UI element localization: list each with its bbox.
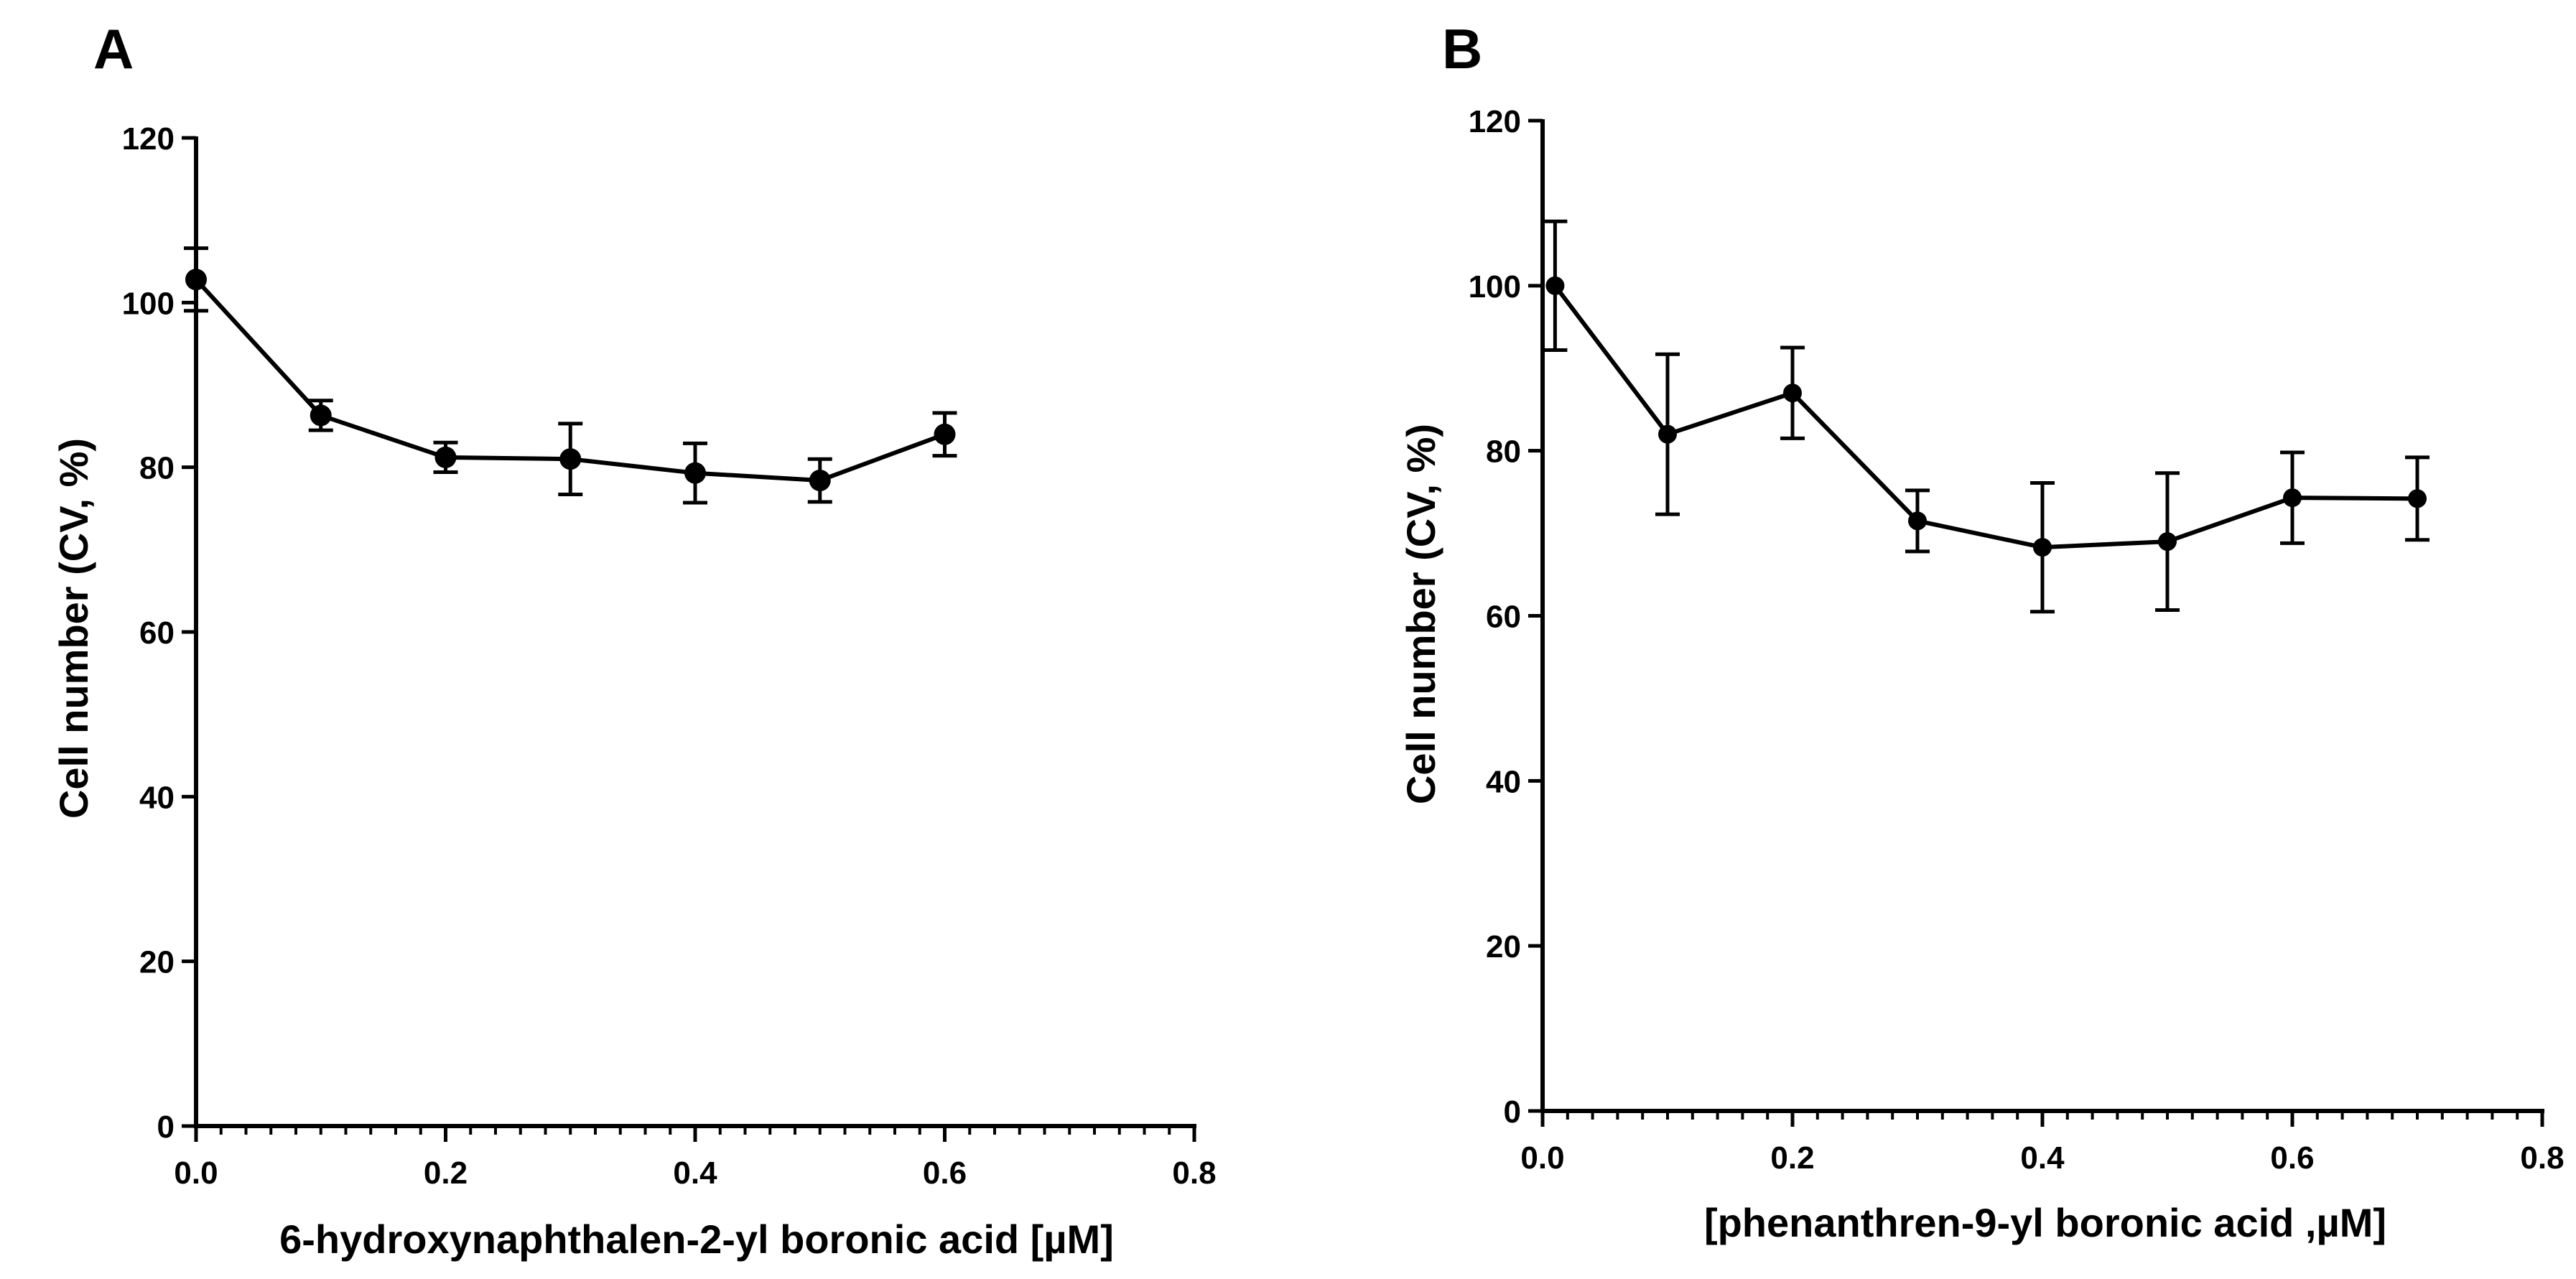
panel-b-x-tick-label: 0.6	[2270, 1140, 2314, 1176]
panel-a-data-point	[809, 470, 831, 492]
panel-b-data-point	[2408, 489, 2427, 508]
panel-a-data-point	[559, 448, 582, 470]
panel-b-data-point	[1658, 424, 1677, 444]
panel-b-x-axis-title: [phenanthren-9-yl boronic acid ,µM]	[1704, 1200, 2386, 1245]
panel-b-data-point	[1545, 276, 1565, 295]
panel-a-data-point	[310, 404, 332, 427]
panel-b-y-tick-label: 0	[1504, 1094, 1521, 1130]
panel-b-y-tick-label: 60	[1486, 600, 1521, 635]
panel-a-x-axis-title: 6-hydroxynaphthalen-2-yl boronic acid [µ…	[279, 1217, 1114, 1262]
panel-b-series-line	[1553, 284, 2418, 550]
panel-a-y-tick-label: 40	[139, 780, 175, 815]
panel-b-x-tick-label: 0.8	[2520, 1140, 2564, 1176]
panel-a-y-tick-label: 20	[139, 945, 175, 980]
panel-a-y-tick-label: 120	[122, 121, 175, 157]
panel-b-data-point	[1783, 383, 1802, 403]
panel-b-label: B	[1442, 17, 1482, 80]
panel-a-x-tick-label: 0.6	[923, 1155, 967, 1191]
panel-a-y-tick-label: 0	[157, 1110, 175, 1145]
panel-a-x-tick-label: 0.4	[673, 1155, 717, 1191]
panel-a-y-tick-label: 100	[122, 286, 175, 321]
panel-b-data-point	[1908, 511, 1927, 531]
panel-b-data-point	[2033, 538, 2052, 557]
panel-b-y-axis-title: Cell number (CV, %)	[1398, 424, 1443, 804]
panel-b-data-point	[2158, 532, 2177, 552]
panel-a-x-tick-label: 0.2	[424, 1155, 468, 1191]
panel-a-y-tick-label: 80	[139, 451, 175, 486]
panel-b-chart: B [phenanthren-9-yl boronic acid ,µM] Ce…	[1398, 17, 2565, 1245]
panel-b-y-tick-label: 100	[1469, 269, 1521, 304]
panel-a-data-point	[934, 423, 956, 445]
panel-a-data-point	[185, 269, 207, 291]
panel-b-x-tick-label: 0.4	[2020, 1140, 2065, 1176]
panel-a-chart: A 6-hydroxynaphthalen-2-yl boronic acid …	[51, 17, 1217, 1262]
panel-a-data-point	[434, 446, 457, 468]
panel-b-data-point	[2283, 488, 2302, 508]
panel-a-x-tick-label: 0.0	[174, 1155, 218, 1191]
panel-a-x-tick-label: 0.8	[1172, 1155, 1216, 1191]
panel-b-y-tick-label: 80	[1486, 434, 1521, 470]
panel-a-label: A	[93, 17, 134, 80]
panel-b-x-tick-label: 0.2	[1770, 1140, 1814, 1176]
panel-b-y-tick-label: 20	[1486, 929, 1521, 964]
panel-a-data-point	[684, 462, 706, 484]
panel-b-y-tick-label: 40	[1486, 764, 1521, 799]
panel-b-y-tick-label: 120	[1469, 104, 1521, 139]
panel-a-y-axis-title: Cell number (CV, %)	[51, 438, 96, 819]
panel-a-y-tick-label: 60	[139, 615, 175, 651]
panel-b-x-tick-label: 0.0	[1520, 1140, 1564, 1176]
